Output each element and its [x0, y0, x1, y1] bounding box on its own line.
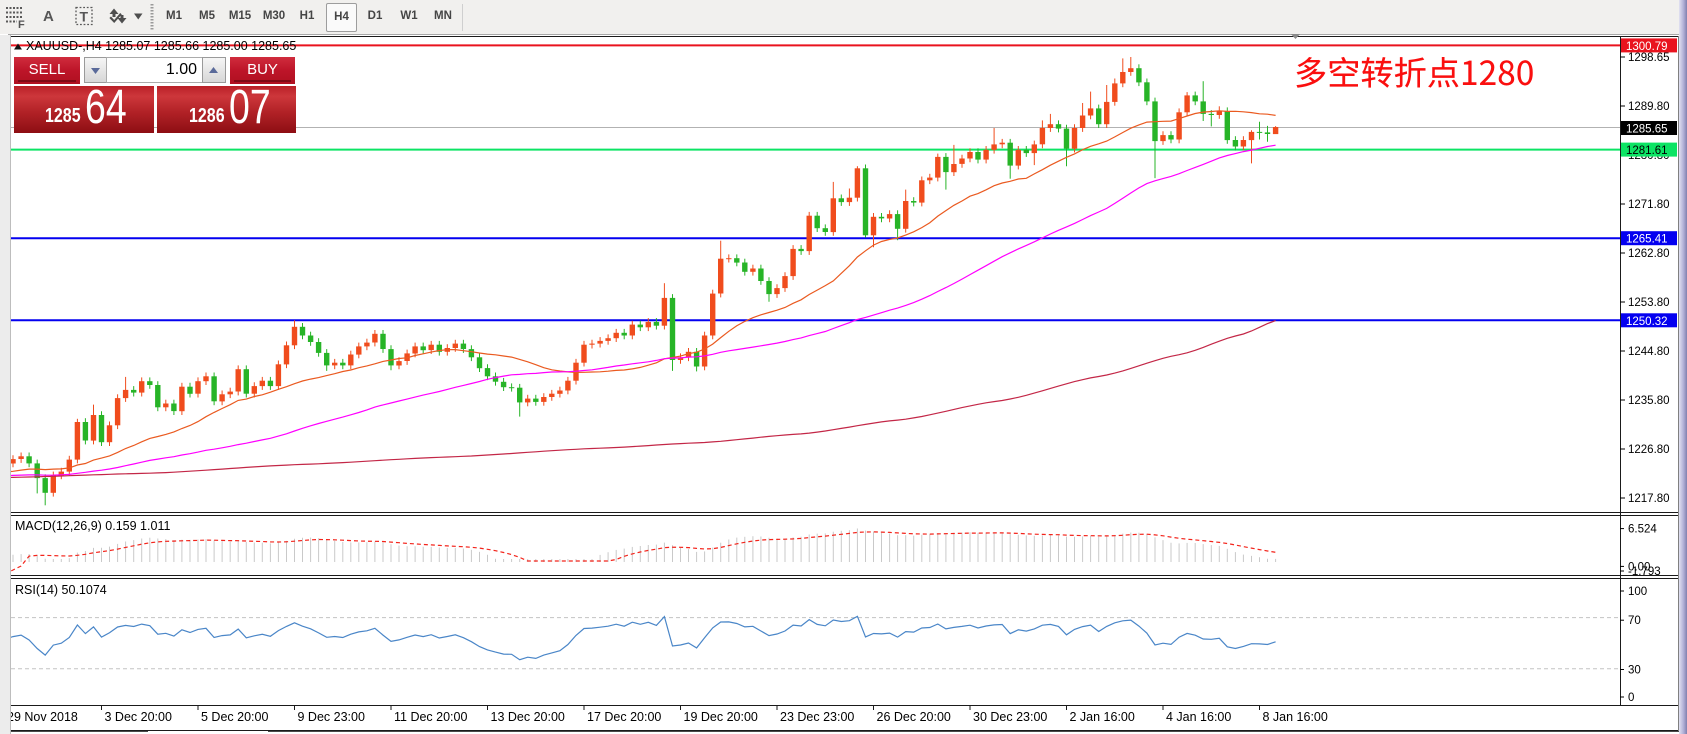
svg-text:1300.79: 1300.79 [1626, 41, 1668, 53]
svg-text:1265.41: 1265.41 [1626, 234, 1668, 246]
svg-text:1226.80: 1226.80 [1628, 444, 1670, 456]
svg-text:T: T [80, 9, 89, 25]
svg-text:30 Dec 23:00: 30 Dec 23:00 [973, 710, 1047, 724]
svg-text:8 Jan 16:00: 8 Jan 16:00 [1263, 710, 1328, 724]
svg-text:23 Dec 23:00: 23 Dec 23:00 [780, 710, 854, 724]
svg-text:XAUUSD-,H4 1285.07 1285.66 12: XAUUSD-,H4 1285.07 1285.66 1285.00 1285.… [26, 39, 296, 53]
svg-text:0.00: 0.00 [1628, 561, 1650, 573]
svg-text:29 Nov 2018: 29 Nov 2018 [7, 710, 78, 724]
svg-text:70: 70 [1628, 615, 1641, 627]
svg-text:100: 100 [1628, 586, 1647, 598]
svg-text:17 Dec 20:00: 17 Dec 20:00 [587, 710, 661, 724]
svg-text:26 Dec 20:00: 26 Dec 20:00 [877, 710, 951, 724]
svg-text:-1.793: -1.793 [1628, 566, 1661, 578]
svg-text:19 Dec 20:00: 19 Dec 20:00 [684, 710, 758, 724]
svg-text:1285.65: 1285.65 [1626, 124, 1668, 136]
svg-text:4 Jan 16:00: 4 Jan 16:00 [1166, 710, 1231, 724]
svg-text:1250.32: 1250.32 [1626, 316, 1668, 328]
svg-text:0: 0 [1628, 692, 1634, 704]
svg-text:RSI(14) 50.1074: RSI(14) 50.1074 [15, 583, 107, 597]
svg-text:1271.80: 1271.80 [1628, 199, 1670, 211]
svg-text:2 Jan 16:00: 2 Jan 16:00 [1070, 710, 1135, 724]
svg-text:1298.65: 1298.65 [1628, 52, 1670, 64]
svg-text:9 Dec 23:00: 9 Dec 23:00 [298, 710, 365, 724]
svg-text:F: F [18, 19, 25, 31]
svg-text:1289.80: 1289.80 [1628, 101, 1670, 113]
svg-text:1253.80: 1253.80 [1628, 297, 1670, 309]
svg-text:1262.80: 1262.80 [1628, 248, 1670, 260]
svg-text:A: A [43, 8, 54, 25]
svg-text:1217.80: 1217.80 [1628, 493, 1670, 505]
svg-text:6.524: 6.524 [1628, 524, 1657, 536]
svg-text:11 Dec 20:00: 11 Dec 20:00 [394, 710, 467, 724]
svg-text:13 Dec 20:00: 13 Dec 20:00 [491, 710, 565, 724]
svg-text:1244.80: 1244.80 [1628, 346, 1670, 358]
svg-text:3 Dec 20:00: 3 Dec 20:00 [105, 710, 172, 724]
svg-text:MACD(12,26,9) 0.159 1.011: MACD(12,26,9) 0.159 1.011 [15, 519, 170, 533]
svg-text:1281.61: 1281.61 [1626, 145, 1668, 157]
svg-text:5 Dec 20:00: 5 Dec 20:00 [201, 710, 268, 724]
svg-text:30: 30 [1628, 665, 1641, 677]
svg-text:1235.80: 1235.80 [1628, 395, 1670, 407]
